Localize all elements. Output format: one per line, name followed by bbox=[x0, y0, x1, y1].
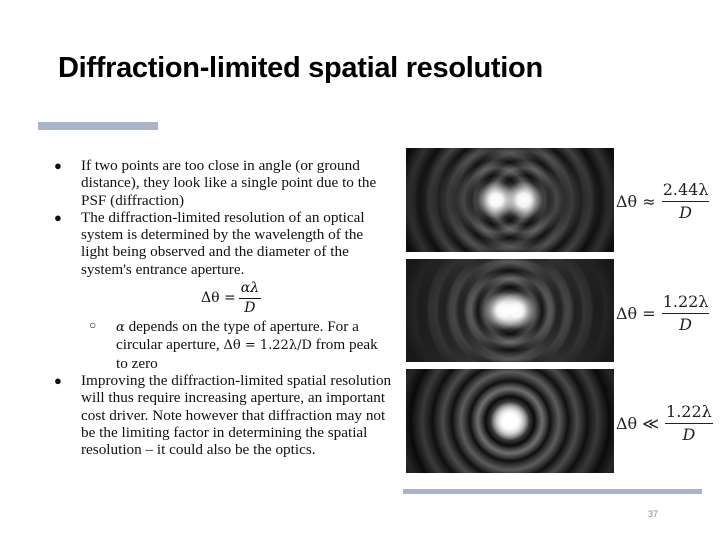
equation-denominator: D bbox=[244, 300, 256, 317]
bullet-text: The diffraction-limited resolution of an… bbox=[81, 208, 365, 278]
formula-denominator: D bbox=[682, 425, 696, 444]
inline-resolution-formula: Δθ = 1.22λ/D bbox=[223, 338, 312, 354]
equation-numerator: αλ bbox=[238, 280, 262, 300]
bullet-marker: ● bbox=[54, 372, 62, 388]
bullet-item-close-points: ● If two points are too close in angle (… bbox=[52, 157, 392, 209]
airy-pattern-unresolved bbox=[406, 369, 614, 473]
formula-rayleigh: Δθ = 1.22λ D bbox=[616, 292, 710, 334]
equation-block: Δθ = αλ D bbox=[52, 280, 392, 318]
formula-fraction: 2.44λ D bbox=[661, 180, 710, 222]
equation-lhs: Δθ = bbox=[201, 290, 236, 307]
airy-pattern-rayleigh bbox=[406, 259, 614, 362]
formula-lhs: Δθ = bbox=[616, 303, 656, 323]
bullet-marker: ● bbox=[54, 209, 62, 225]
formula-denominator: D bbox=[679, 203, 692, 222]
sub-bullet-aperture-type: ○ α depends on the type of aperture. For… bbox=[52, 318, 392, 372]
formula-denominator: D bbox=[679, 315, 692, 334]
bottom-accent-bar bbox=[403, 489, 702, 494]
formula-unresolved: Δθ ≪ 1.22λ D bbox=[616, 402, 713, 444]
diffraction-image-rayleigh bbox=[406, 259, 614, 362]
bullet-item-resolution-definition: ● The diffraction-limited resolution of … bbox=[52, 209, 392, 278]
formula-lhs: Δθ ≪ bbox=[616, 413, 660, 433]
title-accent-bar bbox=[38, 122, 158, 130]
bullet-text: If two points are too close in angle (or… bbox=[81, 157, 377, 209]
resolution-equation: Δθ = αλ D bbox=[201, 280, 262, 318]
sub-bullet-marker: ○ bbox=[89, 318, 97, 333]
formula-fraction: 1.22λ D bbox=[661, 292, 710, 334]
diffraction-image-resolved bbox=[406, 148, 614, 252]
page-number: 37 bbox=[648, 509, 659, 519]
sub-bullet-text-1: depends on the type of aperture. For a c… bbox=[116, 318, 359, 354]
point-source-psf-2 bbox=[406, 369, 614, 473]
bullet-item-improving-resolution: ● Improving the diffraction-limited spat… bbox=[52, 372, 392, 458]
equation-fraction: αλ D bbox=[238, 280, 262, 318]
alpha-symbol: α bbox=[116, 320, 125, 336]
point-source-psf-2 bbox=[406, 259, 614, 362]
formula-numerator: 1.22λ bbox=[661, 292, 710, 314]
bullet-marker: ● bbox=[54, 158, 62, 173]
formula-fraction: 1.22λ D bbox=[665, 402, 713, 444]
bullet-text: Improving the diffraction-limited spatia… bbox=[81, 371, 392, 459]
bullet-list: ● If two points are too close in angle (… bbox=[52, 157, 392, 458]
formula-numerator: 1.22λ bbox=[665, 402, 713, 424]
airy-pattern-resolved bbox=[406, 148, 614, 252]
sub-bullet-text-2: from peak to zero bbox=[116, 336, 378, 372]
point-source-psf-2 bbox=[406, 148, 614, 252]
formula-numerator: 2.44λ bbox=[661, 180, 710, 202]
slide-title: Diffraction-limited spatial resolution bbox=[58, 52, 543, 84]
formula-lhs: Δθ ≈ bbox=[616, 191, 656, 211]
formula-resolved: Δθ ≈ 2.44λ D bbox=[616, 180, 710, 222]
diffraction-image-unresolved bbox=[406, 369, 614, 473]
